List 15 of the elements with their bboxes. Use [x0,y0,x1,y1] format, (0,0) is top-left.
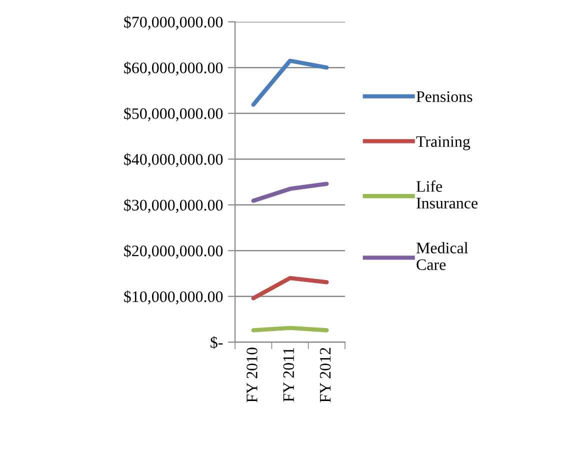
y-tick-label: $50,000,000.00 [124,107,223,122]
y-tick-label: $60,000,000.00 [124,62,223,76]
legend-label: Training [416,136,470,150]
legend-label: Life Insurance [416,180,478,209]
y-tick-label: $30,000,000.00 [124,198,223,213]
y-tick-label: $10,000,000.00 [124,290,223,304]
legend-label: Pensions [416,91,472,102]
legend-label: Medical Care [416,242,468,270]
y-tick-label: $40,000,000.00 [124,153,223,168]
y-tick-label: $- [210,336,223,349]
x-tick-label: FY 2010 [246,348,258,402]
x-tick-label: FY 2012 [320,348,331,402]
x-tick-label: FY 2011 [283,348,294,402]
y-tick-label: $20,000,000.00 [124,244,223,259]
y-tick-label: $70,000,000.00 [124,16,223,30]
